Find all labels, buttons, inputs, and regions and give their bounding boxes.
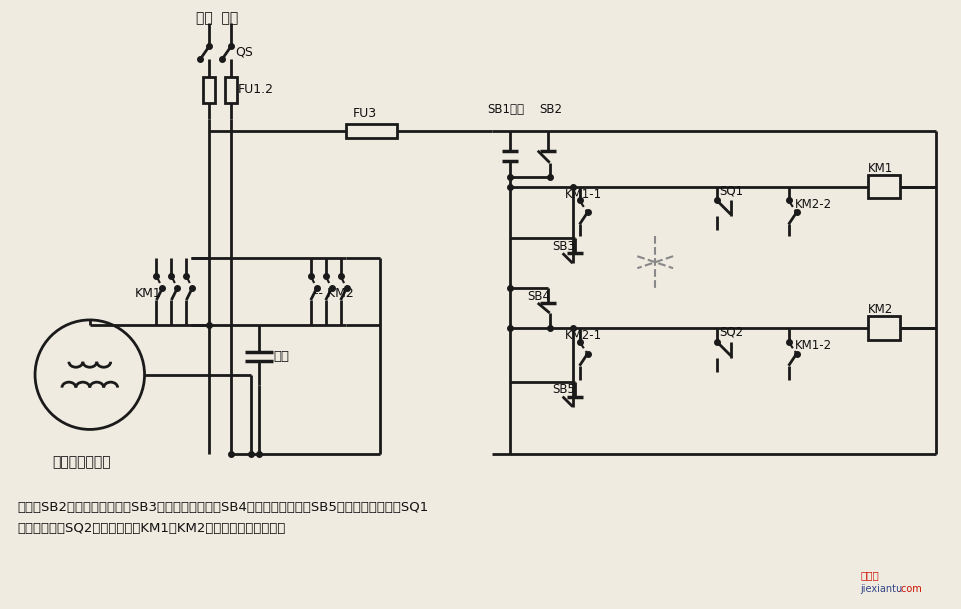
Text: SB4: SB4 — [527, 289, 550, 303]
Text: KM2: KM2 — [868, 303, 893, 317]
Text: .com: .com — [898, 583, 921, 594]
Text: 说明：SB2为上升启动按钮，SB3为上升点动按钮，SB4为下降启动按钮，SB5为下降点动按钮；SQ1: 说明：SB2为上升启动按钮，SB3为上升点动按钮，SB4为下降启动按钮，SB5为… — [17, 501, 428, 513]
Text: SB2: SB2 — [539, 104, 562, 116]
Bar — [345, 124, 397, 138]
Bar — [225, 77, 236, 103]
Text: KM2-1: KM2-1 — [564, 329, 602, 342]
Text: SQ2: SQ2 — [718, 325, 742, 339]
Text: 单相电容电动机: 单相电容电动机 — [52, 456, 111, 470]
Text: 接线图: 接线图 — [859, 570, 878, 580]
Text: FU1.2: FU1.2 — [238, 83, 274, 96]
Text: QS: QS — [234, 46, 253, 58]
Text: 为最高限位，SQ2为最低限位。KM1、KM2可用中间继电器代替。: 为最高限位，SQ2为最低限位。KM1、KM2可用中间继电器代替。 — [17, 523, 285, 535]
Bar — [868, 316, 899, 340]
Text: KM1-2: KM1-2 — [794, 339, 831, 353]
Text: SB3: SB3 — [553, 240, 575, 253]
Text: SQ1: SQ1 — [718, 184, 742, 197]
Text: KM1: KM1 — [868, 162, 893, 175]
Text: KM2-2: KM2-2 — [794, 198, 831, 211]
Text: KM1-1: KM1-1 — [564, 188, 602, 201]
Text: jiexiantu: jiexiantu — [859, 583, 901, 594]
Text: SB1停止: SB1停止 — [486, 104, 524, 116]
Text: -- KM2: -- KM2 — [313, 287, 353, 300]
Text: 火线  零线: 火线 零线 — [196, 12, 238, 26]
Text: SB5: SB5 — [553, 383, 575, 396]
Bar — [868, 175, 899, 199]
Text: 电容: 电容 — [273, 350, 288, 363]
Bar — [203, 77, 215, 103]
Text: KM1: KM1 — [135, 287, 161, 300]
Text: FU3: FU3 — [353, 107, 377, 121]
